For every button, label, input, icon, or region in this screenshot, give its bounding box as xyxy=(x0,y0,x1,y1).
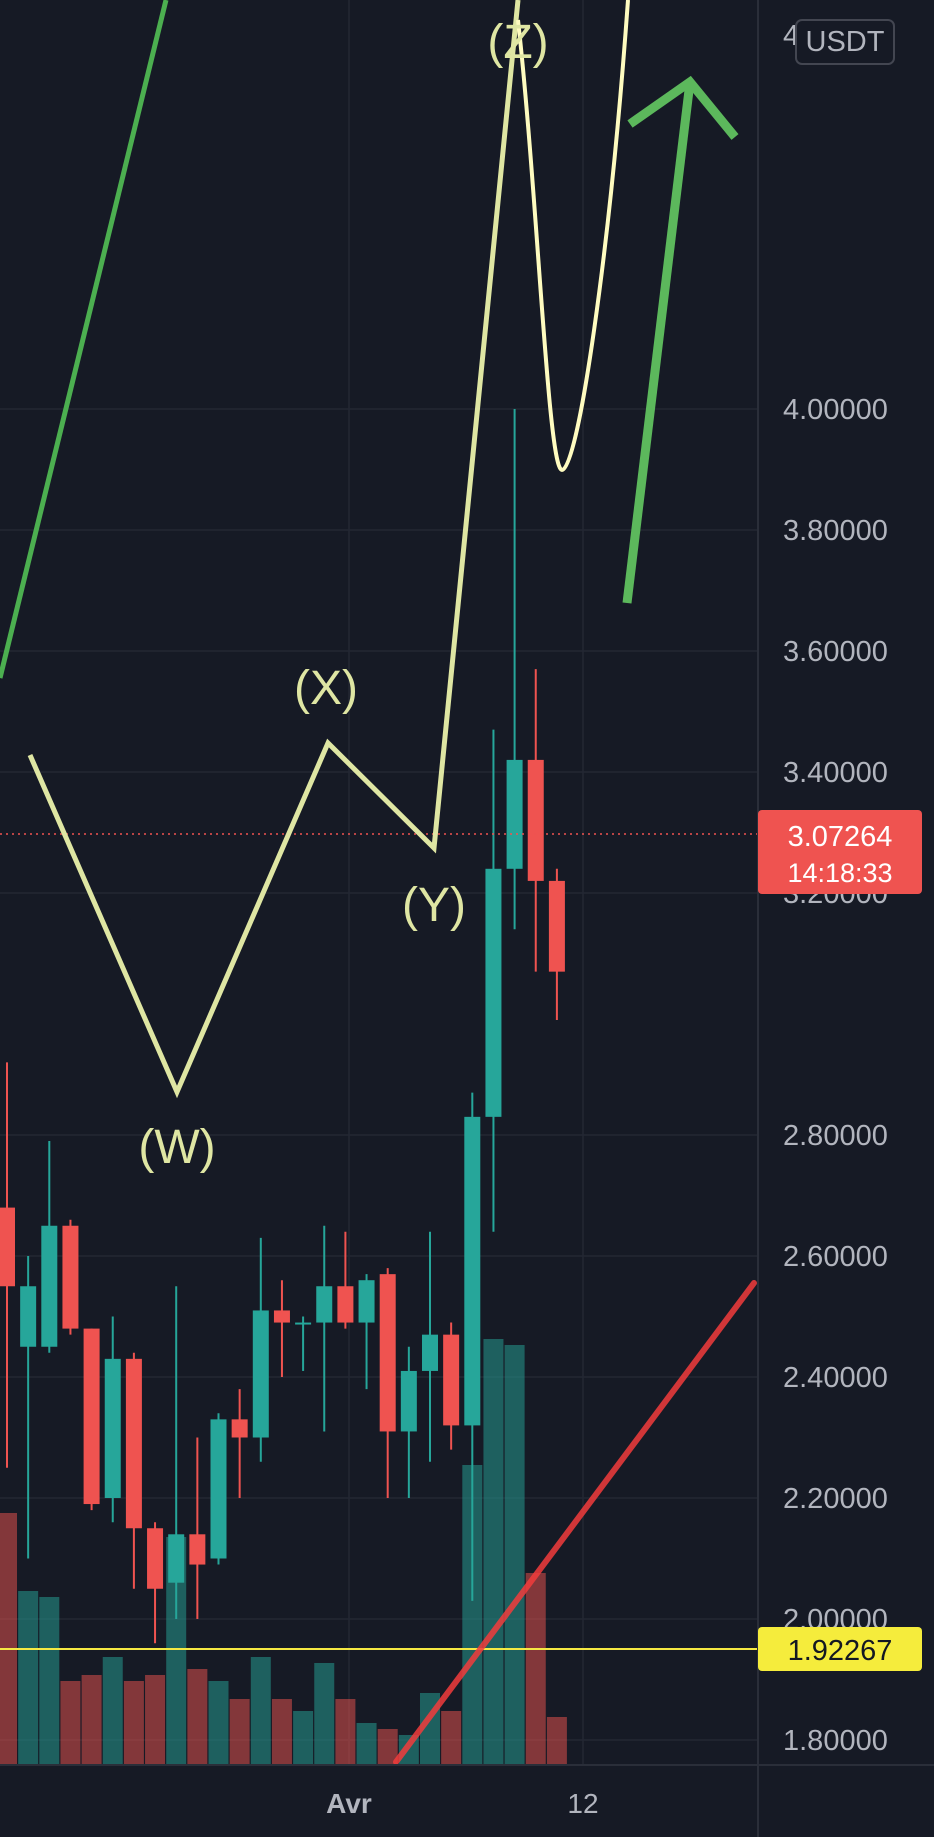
volume-bar xyxy=(335,1699,356,1765)
candle-body xyxy=(62,1225,79,1329)
time-tick-label: 12 xyxy=(567,1788,598,1819)
time-tick-label: Avr xyxy=(326,1788,372,1819)
wave-label-z: (Z) xyxy=(487,16,548,69)
price-tick-label: 2.20000 xyxy=(783,1483,888,1515)
candle-body xyxy=(252,1310,269,1438)
green-trend-line[interactable] xyxy=(0,0,169,679)
candle-body xyxy=(20,1286,37,1347)
green-up-arrow[interactable] xyxy=(622,75,739,604)
candle-body xyxy=(506,759,523,869)
candle-body xyxy=(189,1534,206,1565)
volume-bar xyxy=(356,1723,377,1765)
candle-body xyxy=(231,1419,248,1438)
candle-body xyxy=(337,1286,354,1323)
volume-bar xyxy=(187,1669,208,1765)
price-tick-label: 3.40000 xyxy=(783,757,888,789)
candle-body xyxy=(548,880,565,972)
wave-wxyz-path[interactable] xyxy=(27,0,521,1099)
volume-bar xyxy=(229,1699,250,1765)
candle-body xyxy=(295,1322,312,1325)
volume-bar xyxy=(18,1591,39,1765)
candle-body xyxy=(147,1528,164,1589)
candle-body xyxy=(210,1419,227,1559)
price-tick-label: 2.80000 xyxy=(783,1120,888,1152)
volume-bar xyxy=(293,1711,314,1765)
volume-bar xyxy=(102,1657,123,1765)
wave-label-x: (X) xyxy=(294,662,358,715)
volume-bar xyxy=(546,1717,567,1765)
candle-body xyxy=(83,1328,100,1505)
candle-body xyxy=(422,1334,438,1371)
support-price-value: 1.92267 xyxy=(788,1635,893,1667)
candle-body xyxy=(379,1274,396,1432)
wave-label-w: (W) xyxy=(138,1121,215,1174)
countdown: 14:18:33 xyxy=(787,858,892,888)
volume-bar xyxy=(377,1729,398,1765)
volume-bar xyxy=(525,1573,546,1765)
volume-bar xyxy=(462,1465,483,1765)
candle-body xyxy=(168,1534,185,1583)
candle-body xyxy=(400,1370,417,1432)
price-tick-label: 2.40000 xyxy=(783,1362,888,1394)
price-tick-label: 3.80000 xyxy=(783,515,888,547)
price-tick-label: 4.00000 xyxy=(783,394,888,426)
candle-body xyxy=(125,1358,142,1529)
volume-bar xyxy=(0,1513,17,1765)
volume-bar xyxy=(81,1675,102,1765)
candle-body xyxy=(41,1225,58,1347)
candle-body xyxy=(485,868,502,1117)
projection-curve[interactable] xyxy=(516,0,630,473)
candle-body xyxy=(0,1207,15,1287)
currency-label: USDT xyxy=(806,26,885,58)
volume-bar xyxy=(208,1681,229,1765)
candle-body xyxy=(316,1286,333,1323)
volume-bar xyxy=(441,1711,462,1765)
volume-bar xyxy=(60,1681,81,1765)
price-tick-label: 2.60000 xyxy=(783,1241,888,1273)
candle-body xyxy=(104,1358,121,1498)
volume-bar xyxy=(504,1345,525,1765)
volume-bar xyxy=(39,1597,60,1765)
candle-body xyxy=(527,759,544,881)
support-price-badge: 1.92267 xyxy=(758,1627,922,1671)
candles xyxy=(0,409,565,1644)
currency-button[interactable]: USDT xyxy=(795,19,895,65)
volume-bar xyxy=(123,1681,144,1765)
wave-label-y: (Y) xyxy=(402,879,466,932)
price-tick-label: 3.60000 xyxy=(783,636,888,668)
last-price-value: 3.07264 xyxy=(788,821,893,853)
candle-body xyxy=(464,1116,481,1426)
volume-bar xyxy=(250,1657,271,1765)
candle-body xyxy=(358,1280,375,1323)
volume-bar xyxy=(145,1675,166,1765)
candle-body xyxy=(273,1310,290,1323)
last-price-badge: 3.07264 14:18:33 xyxy=(758,810,922,894)
candle-body xyxy=(443,1334,460,1426)
volume-bar xyxy=(166,1537,187,1765)
volume-bar xyxy=(314,1663,335,1765)
price-tick-label: 1.80000 xyxy=(783,1725,888,1757)
red-trend-line[interactable] xyxy=(393,1280,757,1765)
volume-bar xyxy=(483,1339,504,1765)
time-axis[interactable]: Avr 12 xyxy=(326,1788,598,1819)
volume-bar xyxy=(271,1699,292,1765)
volume-bars xyxy=(0,1339,567,1765)
